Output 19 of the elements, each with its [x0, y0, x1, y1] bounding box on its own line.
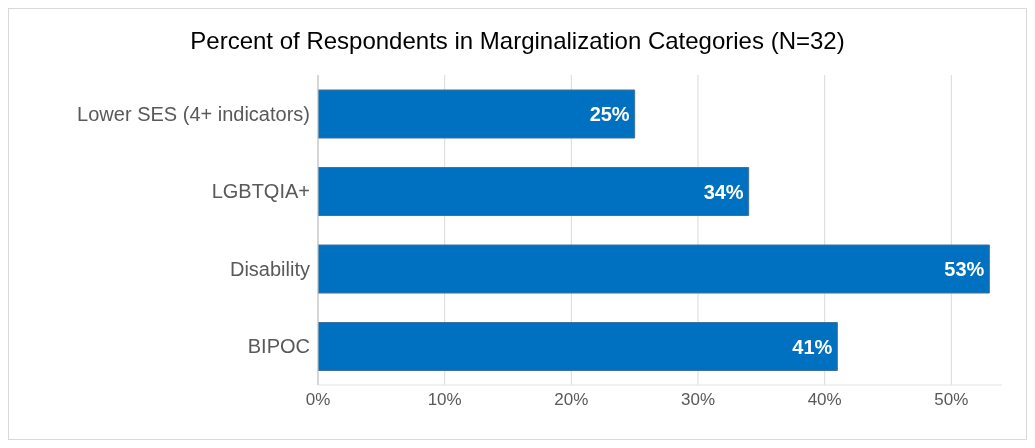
data-label: 41%	[792, 335, 833, 358]
x-tick-label: 30%	[680, 390, 716, 410]
bar	[318, 89, 636, 139]
bar	[318, 322, 838, 371]
y-tick-label: Lower SES (4+ indicators)	[77, 102, 310, 125]
x-tick-label: 10%	[427, 390, 462, 410]
bar	[318, 167, 750, 216]
x-tick-label: 0%	[305, 390, 331, 410]
y-tick-label: BIPOC	[247, 335, 310, 358]
data-label: 25%	[589, 103, 630, 126]
x-tick-label: 40%	[807, 390, 842, 410]
x-tick-label: 20%	[554, 390, 589, 410]
y-tick-label: LGBTQIA+	[211, 180, 310, 203]
chart-title: Percent of Respondents in Marginalization Categories (N=32)	[189, 26, 846, 56]
x-tick-label: 50%	[934, 390, 969, 410]
y-tick-label: Disability	[229, 257, 310, 280]
data-label: 34%	[703, 180, 744, 203]
bar	[318, 244, 990, 294]
data-label: 53%	[944, 258, 985, 281]
